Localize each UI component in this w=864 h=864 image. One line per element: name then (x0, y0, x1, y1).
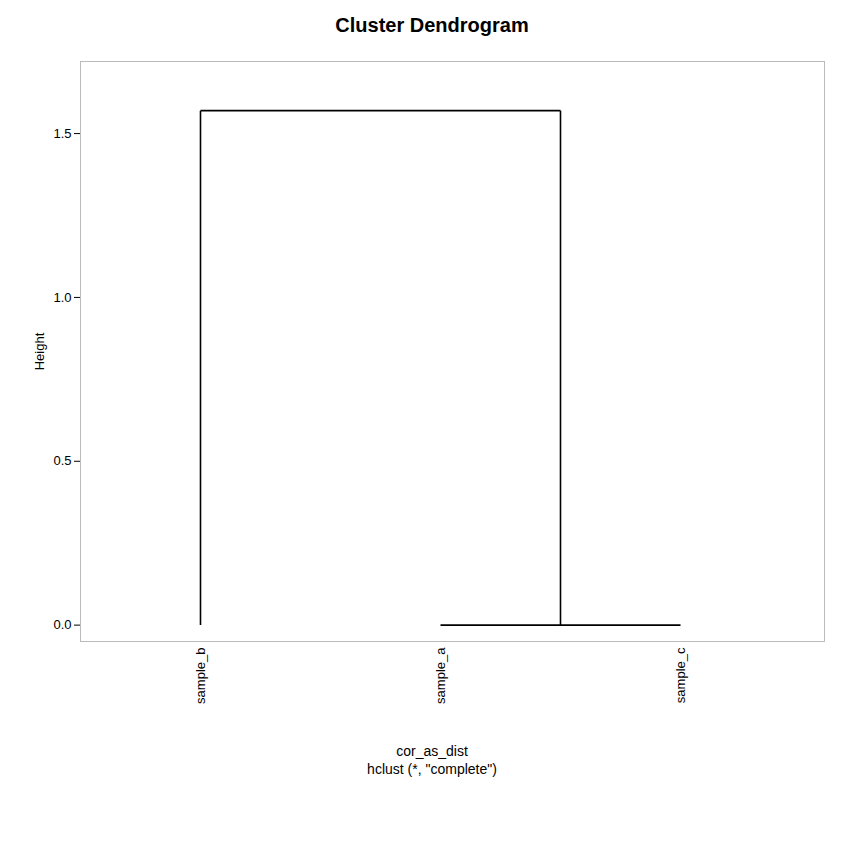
html-text:hclust (*, "complete"): hclust (*, "complete") (367, 761, 497, 777)
svg-text:sample_b: sample_b (193, 648, 208, 704)
svg-text:sample_a: sample_a (433, 647, 448, 704)
svg-text:1.0: 1.0 (53, 290, 71, 305)
svg-text:sample_c: sample_c (673, 647, 688, 703)
svg-text:Height: Height (32, 332, 47, 370)
svg-text:1.5: 1.5 (53, 126, 71, 141)
svg-text:0.0: 0.0 (53, 617, 71, 632)
svg-text:0.5: 0.5 (53, 453, 71, 468)
html-text:Cluster Dendrogram: Cluster Dendrogram (335, 14, 529, 36)
html-text:cor_as_dist: cor_as_dist (396, 743, 468, 759)
